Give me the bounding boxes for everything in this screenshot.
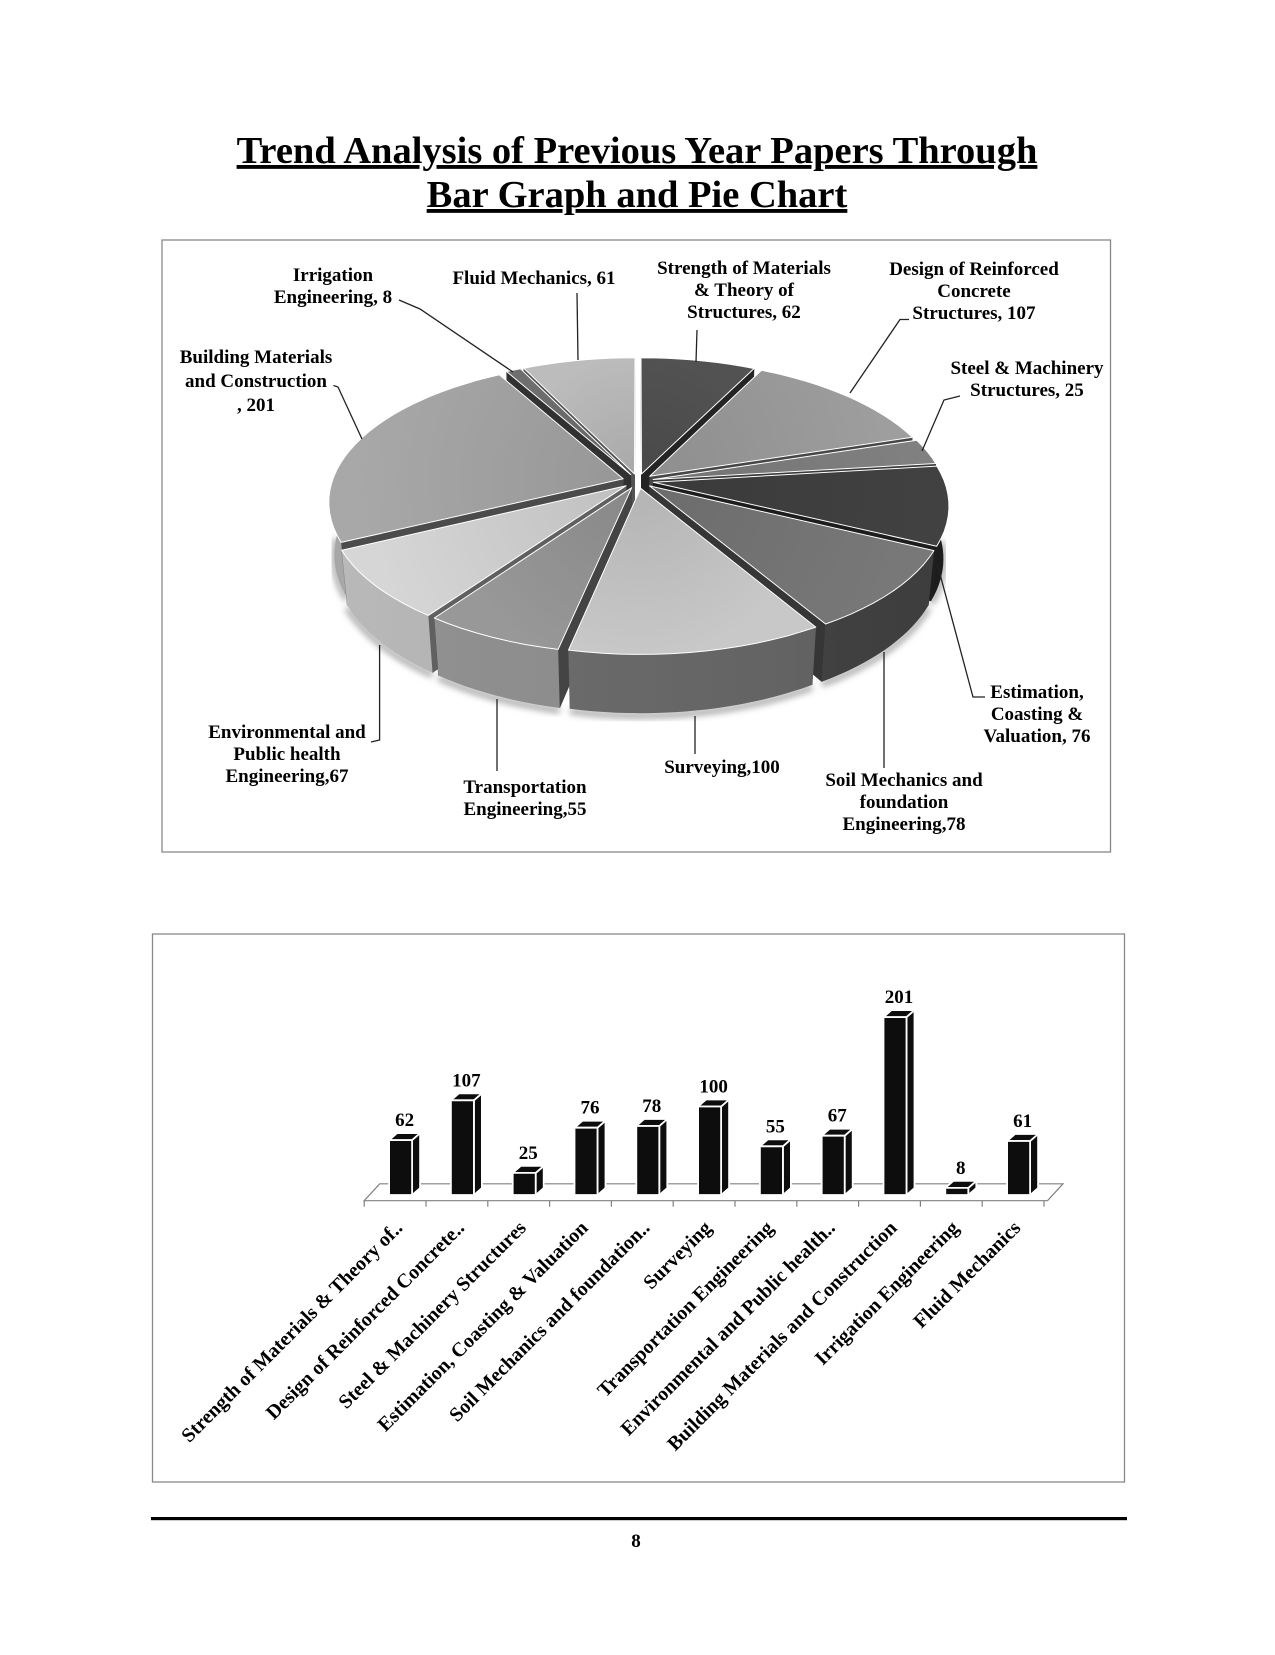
svg-text:Bar Graph and Pie Chart: Bar Graph and Pie Chart bbox=[427, 174, 848, 216]
svg-text:Building Materials: Building Materials bbox=[180, 347, 333, 368]
svg-text:25: 25 bbox=[519, 1143, 538, 1164]
svg-text:78: 78 bbox=[642, 1096, 661, 1117]
svg-text:Engineering,67: Engineering,67 bbox=[226, 766, 349, 787]
svg-text:Environmental and: Environmental and bbox=[208, 722, 366, 743]
svg-text:76: 76 bbox=[581, 1098, 600, 1119]
svg-text:Steel & Machinery: Steel & Machinery bbox=[950, 358, 1104, 379]
svg-text:107: 107 bbox=[452, 1070, 481, 1091]
svg-text:foundation: foundation bbox=[860, 792, 949, 813]
svg-text:Structures, 62: Structures, 62 bbox=[687, 302, 801, 323]
svg-text:Structures, 25: Structures, 25 bbox=[970, 380, 1084, 401]
svg-text:Engineering, 8: Engineering, 8 bbox=[274, 287, 392, 308]
svg-text:Irrigation: Irrigation bbox=[293, 265, 374, 286]
svg-text:Coasting &: Coasting & bbox=[991, 704, 1083, 725]
svg-text:Structures, 107: Structures, 107 bbox=[912, 303, 1036, 324]
svg-text:100: 100 bbox=[699, 1077, 728, 1098]
svg-text:Engineering,78: Engineering,78 bbox=[843, 814, 966, 835]
svg-text:Design of Reinforced: Design of Reinforced bbox=[889, 259, 1059, 280]
svg-text:Engineering,55: Engineering,55 bbox=[464, 799, 587, 820]
svg-text:Surveying,100: Surveying,100 bbox=[664, 757, 780, 778]
svg-text:8: 8 bbox=[631, 1531, 641, 1552]
svg-text:Fluid Mechanics, 61: Fluid Mechanics, 61 bbox=[452, 268, 615, 289]
svg-text:and Construction: and Construction bbox=[185, 371, 327, 392]
svg-text:Strength of Materials: Strength of Materials bbox=[657, 258, 831, 279]
svg-text:55: 55 bbox=[766, 1116, 785, 1137]
svg-text:67: 67 bbox=[828, 1106, 848, 1127]
svg-text:Estimation,: Estimation, bbox=[990, 682, 1084, 703]
svg-text:Soil Mechanics and: Soil Mechanics and bbox=[825, 770, 983, 791]
svg-text:Trend Analysis of Previous Yea: Trend Analysis of Previous Year Papers T… bbox=[237, 130, 1038, 172]
svg-text:Valuation, 76: Valuation, 76 bbox=[984, 726, 1091, 747]
svg-text:8: 8 bbox=[956, 1158, 966, 1179]
svg-text:61: 61 bbox=[1013, 1111, 1032, 1132]
svg-text:62: 62 bbox=[395, 1110, 414, 1131]
svg-text:201: 201 bbox=[885, 987, 914, 1008]
svg-text:Transportation: Transportation bbox=[463, 777, 587, 798]
svg-text:& Theory of: & Theory of bbox=[694, 280, 795, 301]
svg-text:Concrete: Concrete bbox=[937, 281, 1011, 302]
svg-text:Public health: Public health bbox=[233, 744, 341, 765]
svg-text:, 201: , 201 bbox=[237, 395, 275, 416]
